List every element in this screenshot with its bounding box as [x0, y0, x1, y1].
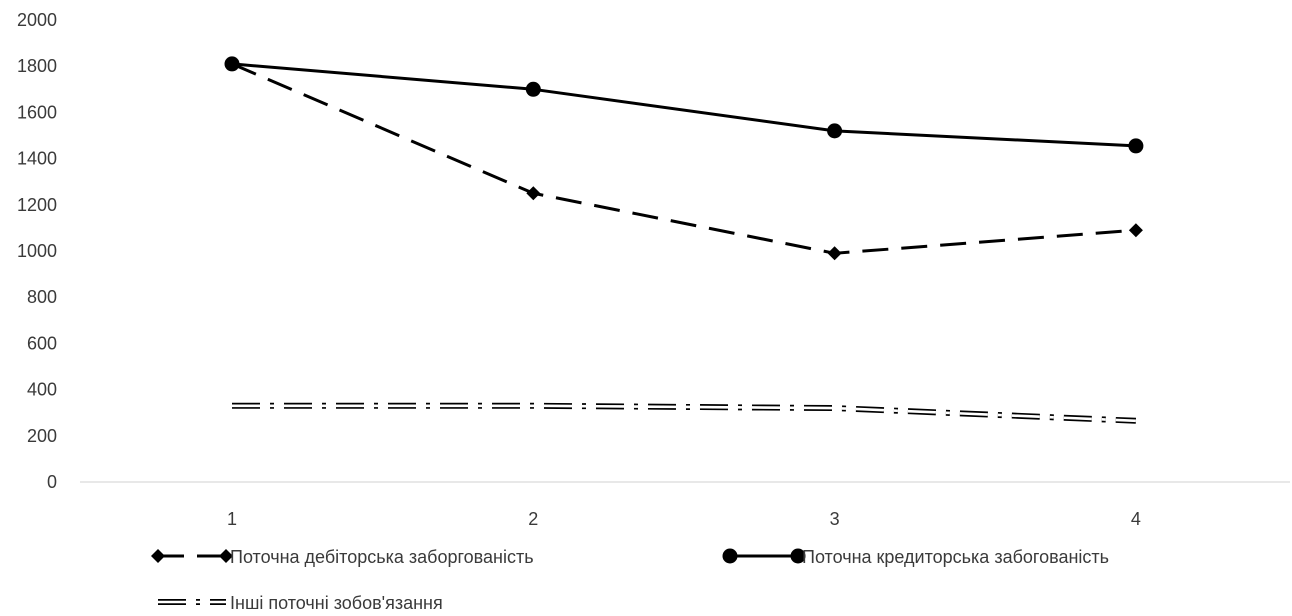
x-tick-label: 2	[528, 509, 538, 529]
y-tick-label: 1600	[17, 102, 57, 122]
series-line-outline	[232, 402, 1137, 424]
y-axis-ticks: 0 200 400 600 800 1000 1200 1400 1600 1800 2000	[17, 10, 57, 492]
legend-label: Інші поточні зобов'язання	[230, 593, 443, 613]
series-2-point	[827, 123, 843, 139]
legend-item-3: Інші поточні зобов'язання	[158, 593, 443, 613]
y-tick-label: 600	[27, 333, 57, 353]
x-tick-label: 1	[227, 509, 237, 529]
y-tick-label: 1800	[17, 56, 57, 76]
y-tick-label: 200	[27, 426, 57, 446]
legend-label: Поточна кредиторська забогованість	[802, 547, 1109, 567]
series-3-line	[232, 402, 1137, 424]
series-1-point	[1128, 223, 1143, 238]
legend-marker	[219, 549, 233, 563]
legend-label: Поточна дебіторська заборгованість	[230, 547, 534, 567]
y-tick-label: 1400	[17, 149, 57, 169]
series-2-point	[525, 81, 541, 97]
series-1-point	[827, 246, 842, 261]
series-layer	[224, 56, 1144, 424]
y-tick-label: 400	[27, 380, 57, 400]
x-axis: 1 2 3 4	[80, 481, 1290, 529]
series-1-line	[231, 62, 1137, 255]
series-2-line	[231, 62, 1136, 148]
y-tick-label: 0	[47, 472, 57, 492]
series-1-point	[526, 186, 541, 201]
legend-marker	[151, 549, 165, 563]
legend-marker	[722, 548, 738, 564]
legend-marker	[790, 548, 806, 564]
series-2-point	[224, 56, 240, 72]
y-tick-label: 1000	[17, 241, 57, 261]
series-line-fill	[232, 404, 1136, 423]
legend-item-1: Поточна дебіторська заборгованість	[151, 547, 534, 567]
x-tick-label: 4	[1131, 509, 1141, 529]
y-tick-label: 2000	[17, 10, 57, 30]
legend-item-2: Поточна кредиторська забогованість	[722, 547, 1109, 567]
x-tick-label: 3	[830, 509, 840, 529]
series-2-point	[1128, 138, 1144, 154]
y-tick-label: 800	[27, 287, 57, 307]
y-tick-label: 1200	[17, 195, 57, 215]
legend: Поточна дебіторська заборгованість Поточн…	[151, 547, 1109, 613]
